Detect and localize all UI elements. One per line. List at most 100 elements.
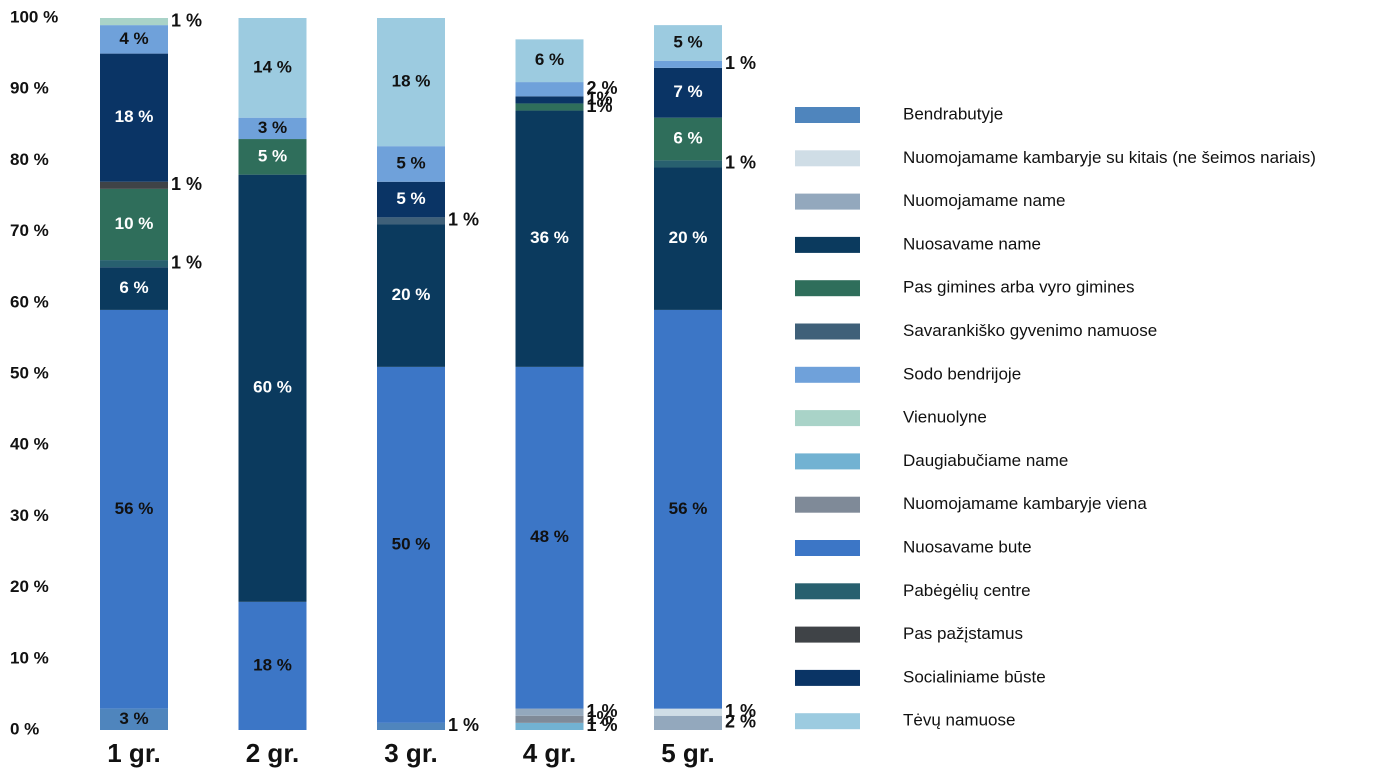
bar-segment xyxy=(515,110,584,367)
data-label: 36 % xyxy=(530,228,569,247)
data-label: 1 % xyxy=(587,701,618,721)
data-label: 3 % xyxy=(258,118,287,137)
data-label: 60 % xyxy=(253,378,292,397)
bar-segment xyxy=(377,18,445,147)
data-label: 1% xyxy=(587,96,613,116)
legend-swatch xyxy=(795,150,860,167)
bar-segment xyxy=(100,53,168,182)
data-label: 20 % xyxy=(392,285,431,304)
bar-segment xyxy=(238,117,307,140)
legend-swatch xyxy=(795,453,860,470)
legend-swatch xyxy=(795,496,860,513)
data-label: 1 % xyxy=(587,715,618,735)
y-tick-label: 30 % xyxy=(10,506,49,525)
legend-swatch xyxy=(795,193,860,210)
legend-label: Vienuolyne xyxy=(903,408,987,427)
data-label: 4 % xyxy=(119,29,148,48)
bar-segment xyxy=(100,260,168,268)
data-label: 1 % xyxy=(725,53,756,73)
x-tick-label: 2 gr. xyxy=(246,738,299,768)
bar-segment xyxy=(100,708,168,730)
data-label: 1% xyxy=(587,708,613,728)
legend-label: Bendrabutyje xyxy=(903,104,1003,123)
y-tick-label: 100 % xyxy=(10,7,58,26)
legend-label: Pas gimines arba vyro gimines xyxy=(903,278,1134,297)
legend-swatch xyxy=(795,323,860,340)
data-label: 56 % xyxy=(669,499,708,518)
data-label: 7 % xyxy=(673,82,702,101)
y-tick-label: 10 % xyxy=(10,648,49,667)
bar-segment xyxy=(515,39,584,83)
y-tick-label: 70 % xyxy=(10,221,49,240)
y-tick-label: 40 % xyxy=(10,435,49,454)
data-label: 50 % xyxy=(392,534,431,553)
legend-swatch xyxy=(795,713,860,730)
bar-segment xyxy=(100,267,168,310)
legend-label: Pas pažįstamus xyxy=(903,624,1023,643)
x-tick-label: 5 gr. xyxy=(661,738,714,768)
legend-label: Pabėgėlių centre xyxy=(903,581,1031,600)
data-label: 1 % xyxy=(725,153,756,173)
legend-swatch xyxy=(795,107,860,123)
bar-segment xyxy=(654,25,722,61)
data-label: 18 % xyxy=(392,72,431,91)
data-label: 3 % xyxy=(119,709,148,728)
x-tick-label: 4 gr. xyxy=(523,738,576,768)
bar-segment xyxy=(654,309,722,709)
bar-segment xyxy=(100,309,168,709)
y-tick-label: 0 % xyxy=(10,719,39,738)
bar-segment xyxy=(377,722,445,730)
data-label: 1 % xyxy=(171,252,202,272)
legend-label: Nuomojamame name xyxy=(903,191,1066,210)
legend-swatch xyxy=(795,626,860,643)
legend-label: Savarankiško gyvenimo namuose xyxy=(903,321,1157,340)
legend-swatch xyxy=(795,410,860,427)
bar-segment xyxy=(654,67,722,118)
bar-segment xyxy=(654,60,722,68)
data-label: 6 % xyxy=(119,278,148,297)
data-label: 20 % xyxy=(669,228,708,247)
bar-segment xyxy=(100,18,168,26)
data-label: 1 % xyxy=(171,174,202,194)
data-label: 6 % xyxy=(673,129,702,148)
legend-label: Nuosavame bute xyxy=(903,537,1032,556)
data-label: 18 % xyxy=(253,655,292,674)
legend-label: Sodo bendrijoje xyxy=(903,364,1021,383)
legend-swatch xyxy=(795,366,860,383)
data-label: 1 % xyxy=(725,701,756,721)
legend-swatch xyxy=(795,540,860,556)
bar-segment xyxy=(515,96,584,104)
data-label: 1% xyxy=(587,89,613,109)
bar-segment xyxy=(515,366,584,709)
data-label: 18 % xyxy=(115,107,154,126)
data-label: 10 % xyxy=(115,214,154,233)
data-label: 5 % xyxy=(396,153,425,172)
legend-label: Nuomojamame kambaryje viena xyxy=(903,494,1147,513)
bar-segment xyxy=(515,82,584,97)
bar-segment xyxy=(238,601,307,730)
x-tick-label: 3 gr. xyxy=(384,738,437,768)
data-label: 1 % xyxy=(171,10,202,30)
y-tick-label: 60 % xyxy=(10,292,49,311)
y-tick-label: 50 % xyxy=(10,363,49,382)
bar-segment xyxy=(515,715,584,723)
bar-segment xyxy=(377,146,445,182)
data-label: 6 % xyxy=(535,50,564,69)
bar-segment xyxy=(238,174,307,602)
data-label: 5 % xyxy=(396,189,425,208)
bar-segment xyxy=(377,366,445,723)
data-label: 48 % xyxy=(530,527,569,546)
data-label: 1 % xyxy=(448,715,479,735)
bar-segment xyxy=(377,217,445,225)
legend-swatch xyxy=(795,280,860,297)
data-label: 2 % xyxy=(725,712,756,732)
data-label: 5 % xyxy=(673,32,702,51)
data-label: 14 % xyxy=(253,57,292,76)
bar-segment xyxy=(654,117,722,161)
bar-segment xyxy=(377,224,445,367)
bar-segment xyxy=(654,715,722,730)
data-label: 5 % xyxy=(258,146,287,165)
bar-segment xyxy=(654,167,722,310)
legend-swatch xyxy=(795,236,860,253)
